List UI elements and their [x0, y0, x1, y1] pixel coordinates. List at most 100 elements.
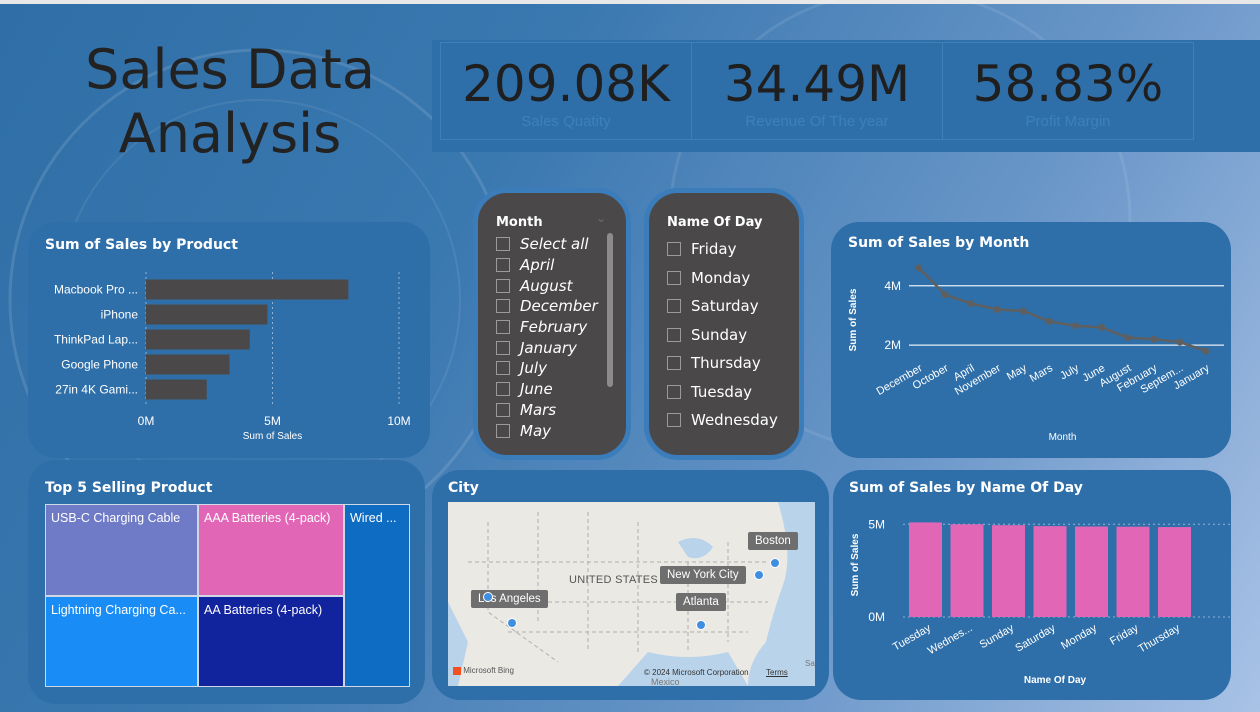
terms-link[interactable]: Terms: [766, 668, 788, 677]
option-label: February: [520, 318, 588, 337]
slicer-option[interactable]: Select all: [496, 234, 606, 255]
slicer-option[interactable]: June: [496, 379, 606, 400]
option-label: April: [520, 256, 555, 275]
scrollbar[interactable]: [607, 233, 613, 387]
tick-label: 4M: [884, 279, 901, 293]
slicer-title: Month: [496, 215, 543, 230]
checkbox[interactable]: [667, 413, 681, 428]
tick-label: 5M: [264, 414, 281, 428]
checkbox[interactable]: [496, 237, 510, 252]
city-map[interactable]: UNITED STATES Boston New York City Los A…: [448, 502, 815, 686]
sales-by-month-card[interactable]: Sum of Sales by Month 4M 2M December Octobe…: [831, 222, 1231, 458]
treemap-cell[interactable]: Lightning Charging Ca...: [45, 596, 198, 687]
slicer-option[interactable]: April: [496, 255, 606, 276]
category-label: July: [1058, 362, 1081, 382]
checkbox[interactable]: [496, 423, 510, 438]
city-label-atlanta: Atlanta: [676, 593, 726, 611]
slicer-option[interactable]: Saturday: [667, 292, 792, 321]
data-point: [1202, 347, 1210, 355]
checkbox[interactable]: [496, 382, 510, 397]
category-label: Mars: [1028, 362, 1056, 385]
dashboard-title: Sales Data Analysis: [85, 38, 375, 165]
checkbox[interactable]: [496, 340, 510, 355]
checkbox[interactable]: [496, 320, 510, 335]
slicer-option[interactable]: December: [496, 296, 606, 317]
data-point: [1150, 335, 1158, 343]
option-label: Wednesday: [691, 411, 778, 430]
sales-by-product-chart: Macbook Pro ... iPhone ThinkPad Lap... Goog…: [54, 272, 411, 442]
month-slicer[interactable]: Month ⌄ Select all April August December Feb…: [473, 188, 631, 460]
axis-label: Name Of Day: [1024, 675, 1087, 686]
city-marker-new-york[interactable]: [754, 570, 764, 580]
slicer-option[interactable]: Monday: [667, 264, 792, 293]
slicer-option[interactable]: January: [496, 337, 606, 358]
top5-card[interactable]: Top 5 Selling Product USB-C Charging Cab…: [28, 460, 425, 704]
city-marker-atlanta[interactable]: [696, 620, 706, 630]
slicer-option[interactable]: Mars: [496, 400, 606, 421]
slicer-option[interactable]: July: [496, 358, 606, 379]
checkbox[interactable]: [496, 361, 510, 376]
sales-by-day-card[interactable]: Sum of Sales by Name Of Day 5M 0M Tuesday W…: [833, 470, 1231, 700]
data-point: [1019, 307, 1027, 315]
checkbox[interactable]: [496, 402, 510, 417]
slicer-option[interactable]: May: [496, 420, 606, 441]
city-marker-los-angeles[interactable]: [507, 618, 517, 628]
slicer-option[interactable]: Tuesday: [667, 378, 792, 407]
checkbox[interactable]: [667, 299, 681, 314]
checkbox[interactable]: [496, 299, 510, 314]
category-label: Sunday: [978, 622, 1017, 651]
category-label: 27in 4K Gami...: [55, 383, 138, 397]
card-title: Sum of Sales by Month: [848, 235, 1030, 251]
tick-label: 5M: [868, 517, 885, 531]
bar: [146, 329, 250, 350]
city-marker-los-angeles-west[interactable]: [483, 592, 493, 602]
kpi-strip: [432, 40, 1260, 152]
map-label-mexico: Mexico: [651, 677, 680, 686]
checkbox[interactable]: [667, 242, 681, 257]
bar: [909, 522, 942, 617]
option-label: January: [520, 338, 577, 357]
slicer-option[interactable]: August: [496, 275, 606, 296]
treemap-cell[interactable]: AAA Batteries (4-pack): [198, 504, 344, 596]
option-label: Sunday: [691, 325, 748, 344]
sales-by-product-card[interactable]: Sum of Sales by Product Macbook Pro ... i…: [28, 222, 430, 458]
data-point: [1098, 323, 1106, 331]
treemap-cell[interactable]: Wired ...: [344, 504, 410, 687]
slicer-option[interactable]: Wednesday: [667, 406, 792, 435]
slicer-option[interactable]: Friday: [667, 235, 792, 264]
checkbox[interactable]: [667, 327, 681, 342]
category-label: ThinkPad Lap...: [54, 333, 138, 347]
data-point: [993, 306, 1001, 313]
slicer-option[interactable]: February: [496, 317, 606, 338]
bing-logo-icon: [453, 666, 461, 675]
checkbox[interactable]: [667, 384, 681, 399]
day-slicer[interactable]: Name Of Day Friday Monday Saturday Sunday Th…: [644, 188, 804, 460]
option-label: Mars: [520, 400, 557, 419]
slicer-option[interactable]: Sunday: [667, 321, 792, 350]
data-point: [941, 291, 949, 299]
bar: [950, 524, 984, 617]
bar: [1033, 526, 1067, 617]
category-label: May: [1005, 362, 1029, 383]
option-label: August: [520, 276, 573, 295]
chevron-down-icon[interactable]: ⌄: [596, 211, 607, 225]
option-label: July: [520, 359, 547, 378]
option-label: June: [520, 380, 553, 399]
checkbox[interactable]: [667, 270, 681, 285]
bar: [146, 379, 207, 400]
map-attribution: © 2024 Microsoft Corporation: [644, 668, 749, 677]
treemap-cell[interactable]: USB-C Charging Cable: [45, 504, 198, 596]
bar: [1158, 527, 1191, 617]
checkbox[interactable]: [496, 278, 510, 293]
option-label: Monday: [691, 268, 751, 287]
checkbox[interactable]: [667, 356, 681, 371]
checkbox[interactable]: [496, 258, 510, 273]
kpi-profit-margin: 58.83% Profit Margin: [942, 42, 1194, 140]
data-point: [1045, 317, 1053, 325]
city-marker-boston[interactable]: [770, 558, 780, 568]
slicer-option[interactable]: Thursday: [667, 349, 792, 378]
option-label: Saturday: [691, 297, 759, 316]
treemap-cell[interactable]: AA Batteries (4-pack): [198, 596, 344, 687]
bar: [146, 304, 268, 325]
category-label: Thursday: [1136, 622, 1182, 656]
